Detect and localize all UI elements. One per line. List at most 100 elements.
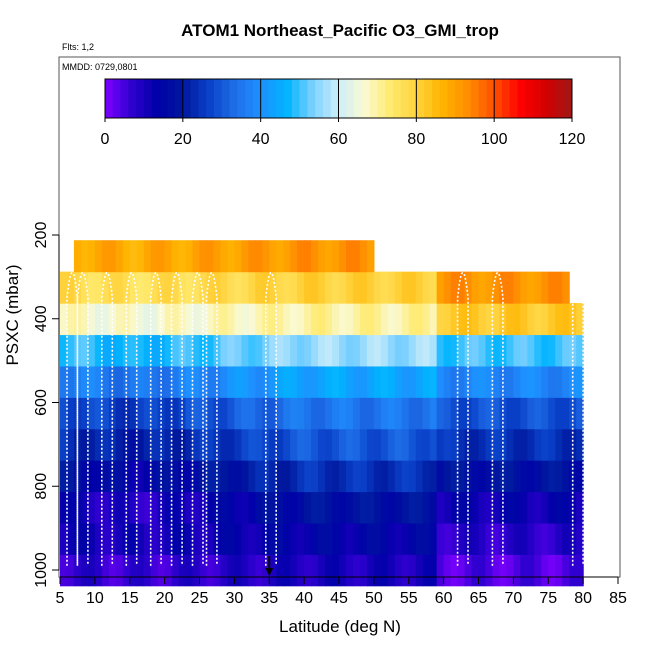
heatmap-cell [73,365,82,398]
heatmap-cell [248,460,256,493]
heatmap-cell [157,271,166,304]
heatmap-cell [101,554,110,587]
colorbar-segment [439,79,448,118]
heatmap-cell [290,240,298,273]
heatmap-cell [506,334,514,367]
colorbar-segment [400,79,410,118]
flight-track [191,272,204,566]
heatmap-cell [373,428,382,461]
heatmap-cell [297,271,305,304]
heatmap-cell [450,303,459,336]
heatmap-cell [499,397,508,430]
heatmap-cell [339,240,347,273]
heatmap-cell [415,303,424,336]
colorbar-ticks: 0 20 40 60 80 100 120 [101,78,585,148]
heatmap-cell [443,554,452,587]
heatmap-cell [380,428,389,461]
heatmap-cell [436,365,445,398]
colorbar-segment [369,79,378,118]
heatmap-cell [171,554,180,587]
heatmap-cell [241,460,249,493]
heatmap-cell [136,271,145,304]
heatmap-cell [345,365,354,398]
heatmap-cell [80,428,89,461]
heatmap-cell [339,522,347,555]
heatmap-cell [541,271,549,304]
heatmap-cell [506,397,514,430]
heatmap-cell [192,428,201,461]
heatmap-cell [527,428,535,461]
heatmap-cell [122,271,131,304]
heatmap-cell [443,491,452,524]
colorbar-segment [385,79,394,118]
colorbar-segment [151,79,160,118]
heatmap-cell [276,522,284,555]
heatmap-cell [73,271,82,304]
heatmap-cell [492,334,501,367]
heatmap-cell [206,491,215,524]
heatmap-cell [122,522,131,555]
heatmap-cell [262,365,270,398]
heatmap-cell [436,334,445,367]
heatmap-cell [206,334,215,367]
heatmap-cell [436,460,445,493]
heatmap-cell [150,428,159,461]
heatmap-cell [283,271,291,304]
heatmap-cell [436,428,445,461]
heatmap-cell [534,334,542,367]
heatmap-cell [255,554,263,587]
heatmap-cell [178,365,187,398]
heatmap-cell [562,303,570,336]
heatmap-cell [506,554,514,587]
heatmap-cell [562,397,570,430]
heatmap-cell [359,334,368,367]
heatmap-cell [457,397,466,430]
heatmap-cell [178,460,187,493]
heatmap-cell [115,522,124,555]
heatmap-cell [569,522,577,555]
heatmap-cell [478,365,487,398]
heatmap-cell [227,460,235,493]
heatmap-cell [94,271,103,304]
heatmap-cell [241,554,249,587]
heatmap-cell [380,522,389,555]
heatmap-cell [318,491,326,524]
heatmap-cell [87,271,96,304]
heatmap-cell [548,522,556,555]
heatmap-cell [555,271,563,304]
heatmap-cell [66,522,75,555]
flight-tracks [66,272,584,566]
heatmap-cell [80,240,89,273]
heatmap-cell [80,303,89,336]
heatmap-cell [520,428,528,461]
heatmap-cell [129,240,138,273]
heatmap-cell [436,491,445,524]
heatmap-cell [318,365,326,398]
heatmap-cell [136,522,145,555]
heatmap-cell [269,397,277,430]
heatmap-cell [129,334,138,367]
heatmap-cell [129,271,138,304]
heatmap-cell [527,397,535,430]
heatmap-cell [115,365,124,398]
heatmap-cell [283,334,291,367]
heatmap-cell [248,397,256,430]
heatmap-cell [499,460,508,493]
heatmap-cell [332,491,340,524]
heatmap-cell [80,522,89,555]
heatmap-cell [101,522,110,555]
heatmap-cell [80,460,89,493]
heatmap-cell [332,365,340,398]
x-tick-label: 5 [56,590,65,607]
x-tick-label: 45 [330,590,348,607]
heatmap-cell [513,491,521,524]
heatmap-cell [290,303,298,336]
heatmap-cell [311,460,319,493]
flight-track [265,272,277,566]
heatmap-cell [206,240,215,273]
heatmap-cell [192,240,201,273]
heatmap-cell [283,397,291,430]
heatmap-cell [401,460,410,493]
heatmap-cell [345,460,354,493]
heatmap-cell [143,271,152,304]
